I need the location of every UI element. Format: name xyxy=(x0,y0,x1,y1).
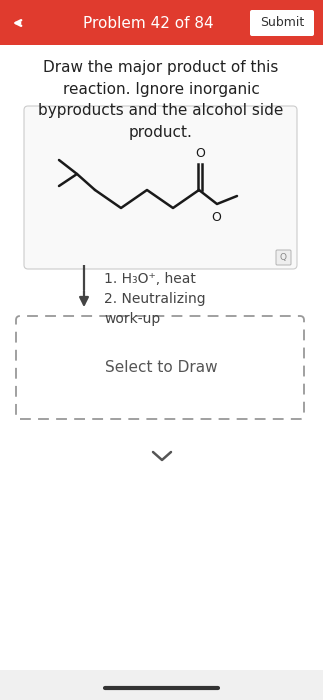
FancyBboxPatch shape xyxy=(276,250,291,265)
Text: Draw the major product of this
reaction. Ignore inorganic
byproducts and the alc: Draw the major product of this reaction.… xyxy=(38,60,284,140)
Text: Submit: Submit xyxy=(260,17,304,29)
Text: Select to Draw: Select to Draw xyxy=(105,360,217,375)
Text: O: O xyxy=(211,211,221,224)
Text: Q: Q xyxy=(280,253,287,262)
FancyBboxPatch shape xyxy=(24,106,297,269)
Text: O: O xyxy=(195,147,205,160)
Text: 1. H₃O⁺, heat: 1. H₃O⁺, heat xyxy=(104,272,196,286)
Text: Problem 42 of 84: Problem 42 of 84 xyxy=(83,15,213,31)
FancyBboxPatch shape xyxy=(250,10,314,36)
Bar xyxy=(0,0,323,45)
Bar xyxy=(0,670,323,700)
Text: 2. Neutralizing
work-up: 2. Neutralizing work-up xyxy=(104,292,206,326)
FancyBboxPatch shape xyxy=(16,316,304,419)
